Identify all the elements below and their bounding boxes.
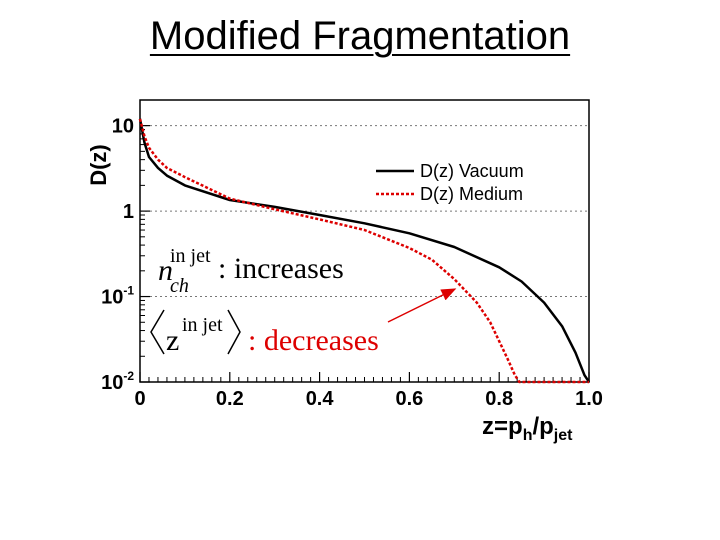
y-tick-label: 10-1 bbox=[101, 284, 134, 309]
annotation-z-symbol: z bbox=[166, 324, 179, 357]
x-axis-title-mid: /p bbox=[532, 413, 553, 440]
annotation-z-text: : decreases bbox=[248, 324, 379, 357]
x-tick-label: 0.6 bbox=[395, 388, 423, 410]
x-tick-label: 0 bbox=[134, 388, 145, 410]
y-tick-label: 10 bbox=[112, 116, 134, 138]
annotation-arrow bbox=[387, 288, 457, 323]
x-tick-label: 0.8 bbox=[485, 388, 513, 410]
y-axis-title: D(z) bbox=[86, 144, 111, 186]
x-axis-title-main: z=p bbox=[482, 413, 523, 440]
legend-label-medium: D(z) Medium bbox=[420, 184, 523, 204]
legend-label-vacuum: D(z) Vacuum bbox=[420, 161, 524, 181]
x-tick-label: 0.2 bbox=[216, 388, 244, 410]
annotation-nch-sub: ch bbox=[170, 275, 189, 297]
legend: D(z) Vacuum D(z) Medium bbox=[376, 161, 524, 204]
annotation-nch-text: : increases bbox=[218, 252, 344, 285]
x-axis-title-sub2: jet bbox=[553, 427, 573, 444]
left-angle-bracket bbox=[150, 309, 165, 355]
annotation-nch-sup: in jet bbox=[170, 245, 211, 267]
x-tick-label: 0.4 bbox=[306, 388, 335, 410]
series-line-vacuum bbox=[138, 118, 591, 383]
x-axis-title-sub1: h bbox=[523, 427, 533, 444]
annotation-nch: n ch in jet : increases bbox=[158, 245, 344, 297]
right-angle-bracket bbox=[227, 309, 241, 355]
y-tick-label: 10-2 bbox=[101, 369, 134, 394]
y-tick-label: 1 bbox=[123, 201, 134, 223]
x-tick-label: 1.0 bbox=[575, 388, 603, 410]
slide-title: Modified Fragmentation bbox=[149, 14, 571, 58]
annotation-z-sup: in jet bbox=[182, 314, 223, 336]
annotation-nch-symbol: n bbox=[158, 254, 173, 287]
annotation-z: z in jet : decreases bbox=[150, 309, 379, 357]
x-axis-title: z=ph/pjet bbox=[482, 413, 573, 444]
